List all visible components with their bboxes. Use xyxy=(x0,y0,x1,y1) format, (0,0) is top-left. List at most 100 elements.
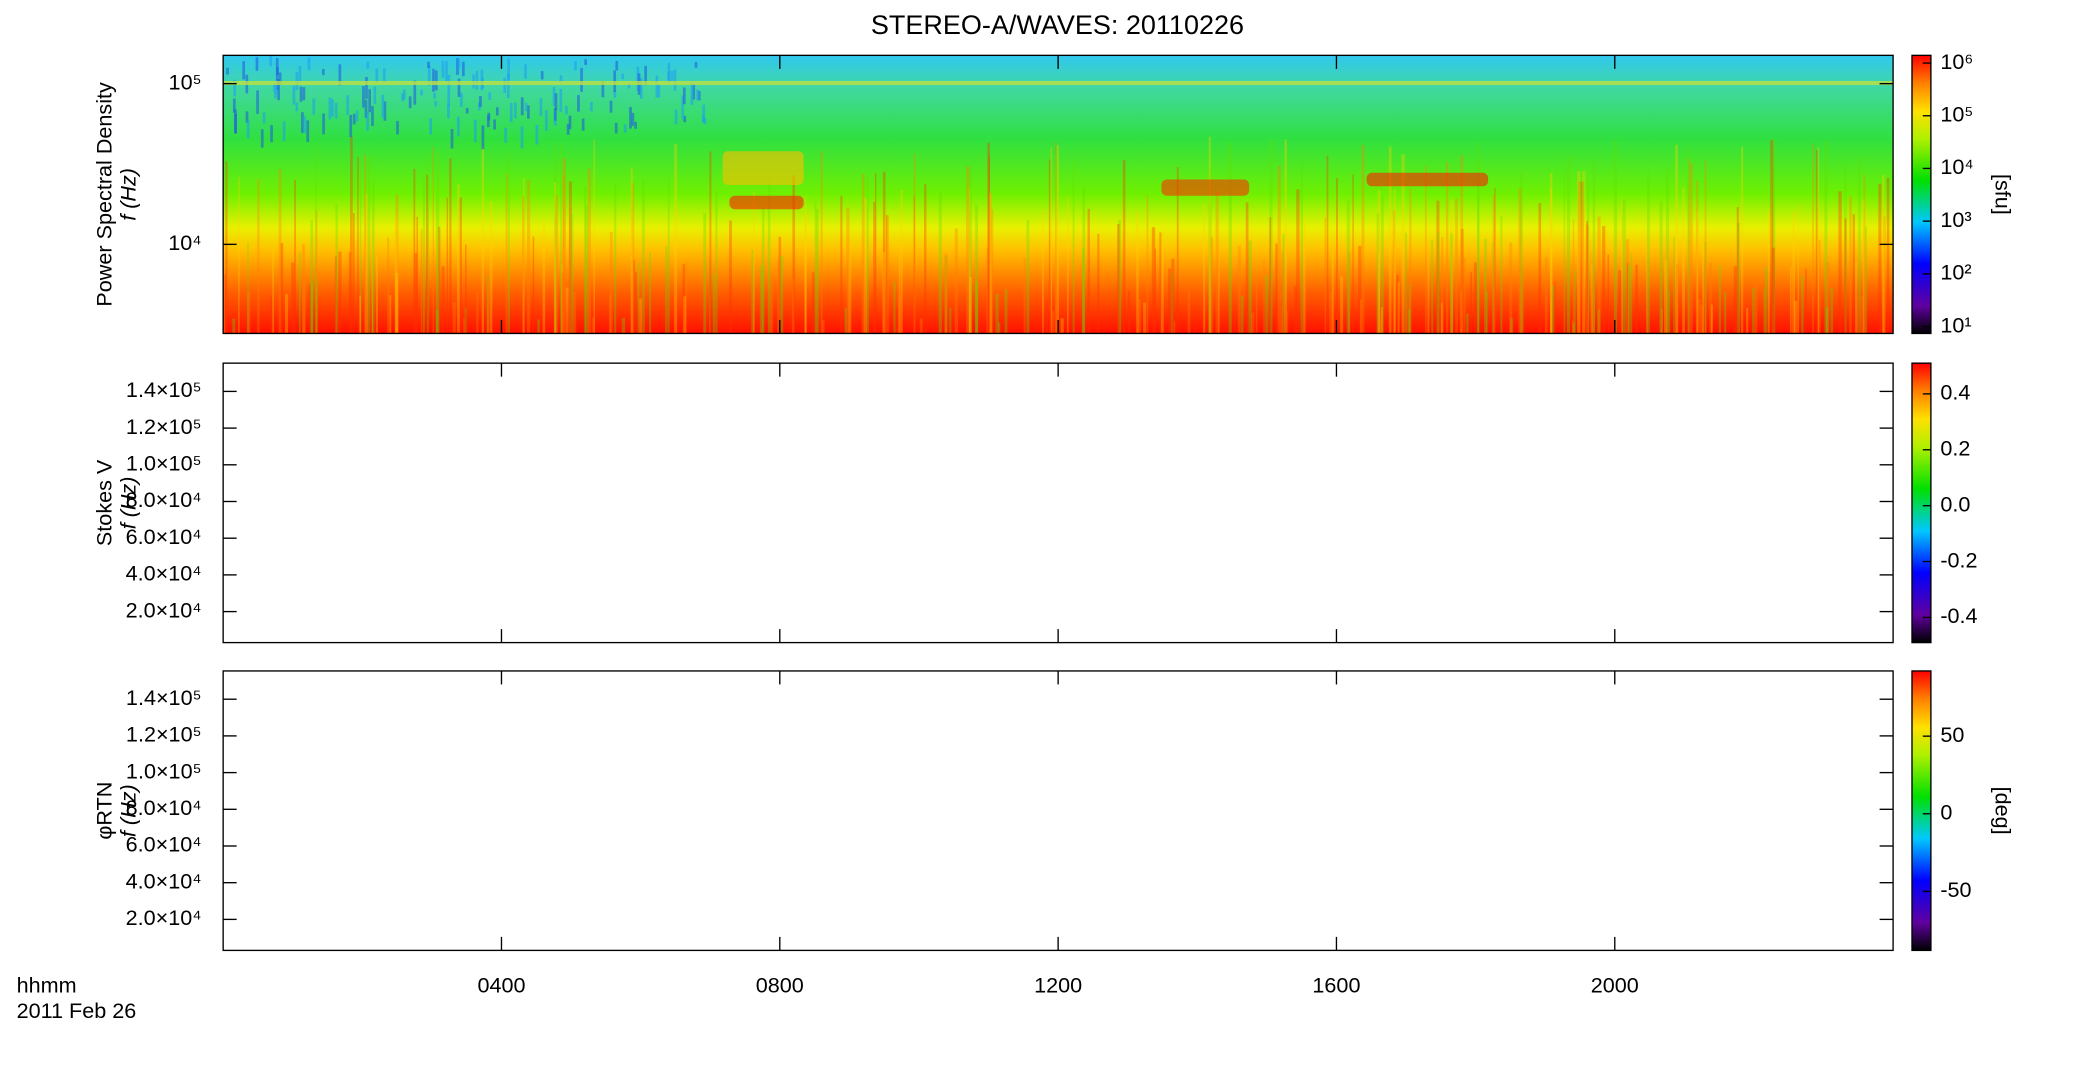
texture xyxy=(1409,284,1411,334)
texture xyxy=(1265,275,1269,334)
texture xyxy=(1460,155,1464,334)
texture xyxy=(1771,247,1776,334)
texture xyxy=(1484,238,1487,334)
texture xyxy=(1613,140,1618,334)
texture xyxy=(1602,226,1606,334)
texture xyxy=(913,195,915,334)
texture xyxy=(507,151,510,334)
texture xyxy=(986,248,989,334)
texture xyxy=(990,192,992,334)
texture xyxy=(1838,191,1842,334)
texture xyxy=(1754,274,1758,334)
texture xyxy=(1566,156,1571,334)
texture xyxy=(897,292,901,334)
texture xyxy=(1844,165,1847,334)
texture xyxy=(389,295,392,334)
texture xyxy=(1377,319,1381,334)
texture xyxy=(715,192,718,334)
texture xyxy=(1736,207,1739,334)
texture xyxy=(1208,169,1212,334)
y-tick-label: 8.0×10⁴ xyxy=(126,487,202,512)
texture xyxy=(1466,313,1469,334)
texture xyxy=(1500,215,1503,334)
texture xyxy=(1607,254,1610,334)
texture xyxy=(1248,240,1252,334)
texture xyxy=(1704,241,1707,334)
texture xyxy=(1886,177,1890,334)
texture xyxy=(848,240,852,334)
texture xyxy=(1281,250,1284,334)
texture xyxy=(273,83,276,93)
texture xyxy=(479,96,482,107)
texture xyxy=(559,75,563,85)
texture xyxy=(274,92,277,99)
texture xyxy=(349,114,353,138)
texture xyxy=(1431,239,1434,334)
texture xyxy=(613,90,617,98)
texture xyxy=(590,102,593,112)
texture xyxy=(1586,220,1588,334)
texture xyxy=(683,115,687,123)
texture xyxy=(709,261,711,334)
texture xyxy=(463,318,465,334)
texture xyxy=(486,280,490,334)
texture xyxy=(560,263,563,334)
texture xyxy=(804,213,807,334)
texture xyxy=(367,156,371,334)
texture xyxy=(559,88,563,112)
texture xyxy=(352,113,356,125)
texture xyxy=(371,106,374,126)
texture xyxy=(432,68,435,92)
texture xyxy=(769,282,774,334)
texture xyxy=(282,121,286,142)
texture xyxy=(1580,181,1584,334)
texture xyxy=(272,249,275,334)
y-axis-label: Power Spectral Density xyxy=(91,82,116,307)
texture xyxy=(260,129,264,148)
texture xyxy=(990,209,994,334)
texture xyxy=(1676,264,1679,334)
texture xyxy=(433,92,436,99)
texture xyxy=(438,226,441,334)
texture xyxy=(1746,308,1749,334)
texture xyxy=(751,249,754,334)
texture xyxy=(365,194,368,334)
texture xyxy=(729,220,732,334)
texture xyxy=(447,104,450,119)
texture xyxy=(866,175,869,334)
texture xyxy=(1587,182,1590,334)
texture xyxy=(473,119,477,143)
texture xyxy=(1597,309,1601,334)
texture xyxy=(247,242,249,334)
texture xyxy=(328,97,332,120)
texture xyxy=(702,104,706,122)
texture xyxy=(777,259,780,334)
texture xyxy=(256,90,259,114)
texture xyxy=(944,254,948,334)
texture xyxy=(1544,257,1548,334)
texture xyxy=(814,201,817,334)
texture xyxy=(475,70,479,90)
texture xyxy=(1436,200,1440,334)
texture xyxy=(1397,282,1400,334)
texture xyxy=(464,307,467,334)
texture xyxy=(627,82,631,89)
texture xyxy=(615,60,619,71)
texture xyxy=(1358,245,1362,334)
colorbar xyxy=(1911,54,1932,335)
texture xyxy=(568,206,571,334)
texture xyxy=(649,252,652,334)
texture xyxy=(1710,304,1713,334)
texture xyxy=(457,116,460,137)
texture xyxy=(445,61,448,82)
texture xyxy=(568,115,572,130)
texture xyxy=(294,180,296,334)
texture xyxy=(1622,199,1626,334)
texture xyxy=(1573,269,1576,334)
texture xyxy=(465,244,467,334)
texture xyxy=(321,69,325,76)
texture xyxy=(722,151,804,185)
texture xyxy=(1072,159,1075,334)
